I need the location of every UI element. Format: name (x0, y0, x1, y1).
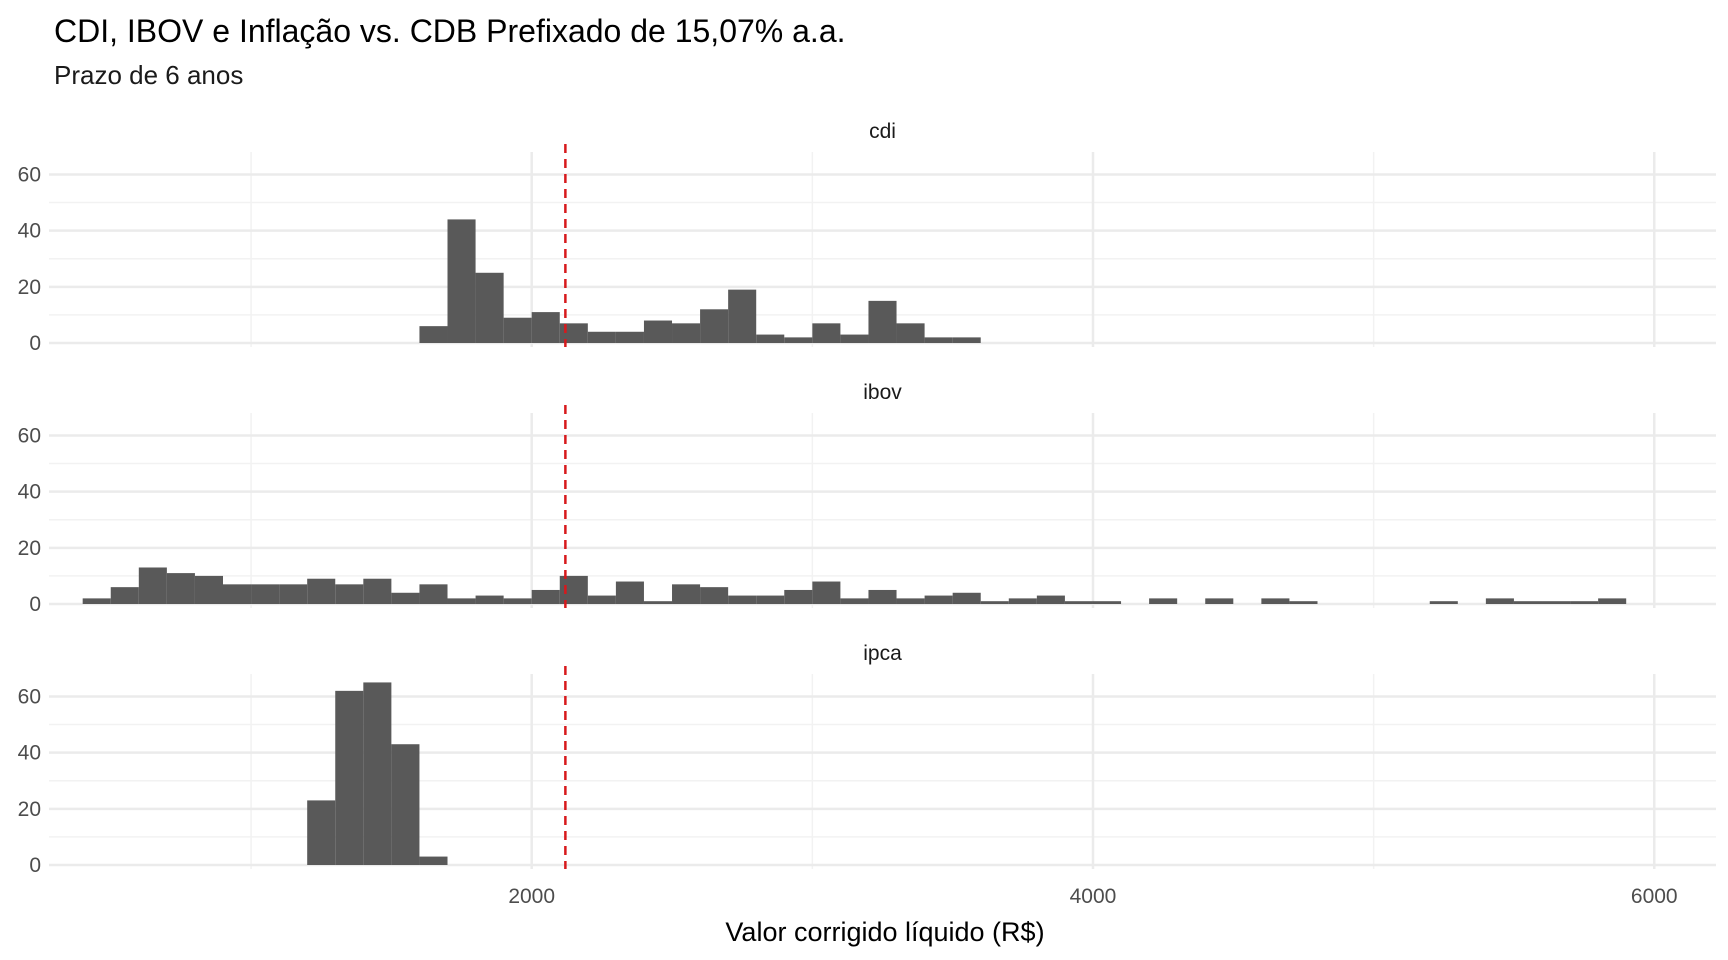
histogram-bar (1542, 601, 1571, 604)
histogram-bar (1598, 598, 1627, 604)
y-tick-label: 20 (18, 537, 41, 560)
histogram-bar (587, 331, 616, 343)
histogram-bar (194, 575, 223, 604)
histogram-bar (363, 682, 392, 865)
histogram-bar (110, 587, 139, 604)
histogram-bar (503, 598, 532, 604)
histogram-bar (475, 595, 504, 604)
histogram-bar (615, 331, 644, 343)
histogram-bar (222, 584, 252, 604)
y-tick-label: 60 (18, 424, 41, 447)
histogram-bar (952, 592, 981, 604)
facet-panel-cdi: 0 20 40 60 cdi (18, 120, 1716, 355)
histogram-bar (1064, 601, 1093, 604)
histogram-bar (447, 219, 476, 343)
histogram-bar (812, 581, 841, 604)
histogram-bar (896, 323, 925, 343)
histogram-bar (307, 800, 336, 865)
histogram-bar (419, 584, 448, 604)
histogram-bar (868, 300, 897, 343)
histogram-bar (952, 337, 981, 343)
histogram-bar (672, 584, 701, 604)
x-tick-label: 2000 (508, 885, 555, 908)
y-tick-label: 40 (18, 481, 41, 504)
x-tick-label: 4000 (1070, 885, 1117, 908)
facet-panel-ipca: 0 20 40 60 ipca (18, 642, 1716, 877)
facet-strip-label: ipca (863, 642, 902, 665)
histogram-bar (1261, 598, 1290, 604)
histogram-bar (391, 592, 420, 604)
y-tick-label: 60 (18, 685, 41, 708)
histogram-bar (1092, 601, 1122, 604)
histogram-bar (700, 309, 729, 343)
histogram-bar (251, 584, 280, 604)
histogram-bar (1205, 598, 1234, 604)
y-tick-label: 20 (18, 276, 41, 299)
x-tick-label: 6000 (1631, 885, 1678, 908)
histogram-bar (1513, 601, 1543, 604)
histogram-bar (643, 601, 673, 604)
histogram-bar (447, 598, 476, 604)
histogram-bar (531, 589, 560, 604)
histogram-bar (924, 595, 953, 604)
histogram-bar (1485, 598, 1514, 604)
histogram-bar (868, 589, 897, 604)
histogram-bar (475, 272, 504, 343)
histogram-bar (559, 575, 588, 604)
histogram-bar (1149, 598, 1178, 604)
histogram-bar (138, 567, 167, 604)
histogram-bar (166, 573, 195, 604)
x-axis-label: Valor corrigido líquido (R$) (725, 917, 1044, 947)
histogram-bar (1289, 601, 1318, 604)
y-tick-label: 40 (18, 742, 41, 765)
chart-title: CDI, IBOV e Inflação vs. CDB Prefixado d… (54, 13, 846, 49)
histogram-bar (980, 601, 1009, 604)
histogram-bar (335, 690, 364, 865)
facet-panels: 0 20 40 60 cdi 0 20 40 60 ibov 0 20 40 60 ipca (18, 120, 1716, 877)
histogram-bar (1429, 601, 1458, 604)
histogram-bar (363, 578, 392, 604)
histogram-bar (784, 589, 813, 604)
facet-panel-ibov: 0 20 40 60 ibov (18, 381, 1716, 616)
histogram-bar (840, 334, 869, 343)
histogram-bar (756, 334, 785, 343)
histogram-bar (896, 598, 925, 604)
y-tick-label: 0 (29, 593, 41, 616)
histogram-bar (840, 598, 869, 604)
x-axis: 2000 4000 6000 (508, 885, 1677, 908)
histogram-bar (728, 595, 757, 604)
y-tick-label: 60 (18, 163, 41, 186)
histogram-bar (812, 323, 841, 343)
y-tick-label: 0 (29, 332, 41, 355)
histogram-bar (756, 595, 785, 604)
histogram-bar (279, 584, 308, 604)
histogram-bar (391, 744, 420, 865)
histogram-bar (503, 317, 532, 343)
y-tick-label: 20 (18, 798, 41, 821)
histogram-bar (1036, 595, 1065, 604)
histogram-bar (728, 289, 757, 343)
histogram-bar (82, 598, 111, 604)
y-tick-label: 0 (29, 854, 41, 877)
facet-strip-label: ibov (863, 381, 902, 404)
histogram-bar (643, 320, 673, 343)
facet-strip-label: cdi (869, 120, 896, 143)
histogram-bar (587, 595, 616, 604)
histogram-bar (784, 337, 813, 343)
histogram-bar (531, 312, 560, 343)
histogram-bar (700, 587, 729, 604)
histogram-bar (559, 323, 588, 343)
histogram-bar (615, 581, 644, 604)
chart-subtitle: Prazo de 6 anos (54, 60, 243, 90)
histogram-bar (335, 584, 364, 604)
histogram-bar (419, 326, 448, 343)
y-tick-label: 40 (18, 220, 41, 243)
histogram-bar (307, 578, 336, 604)
histogram-bar (1570, 601, 1599, 604)
histogram-bar (672, 323, 701, 343)
histogram-bar (924, 337, 953, 343)
histogram-bar (419, 856, 448, 865)
histogram-bar (1008, 598, 1037, 604)
